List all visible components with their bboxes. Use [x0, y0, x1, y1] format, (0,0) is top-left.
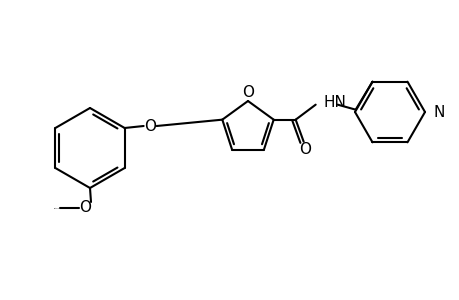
Text: O: O: [298, 142, 310, 157]
Text: O: O: [143, 118, 155, 134]
Text: O: O: [79, 200, 91, 215]
Text: O: O: [241, 85, 253, 100]
Text: methoxy: methoxy: [54, 207, 60, 208]
Text: HN: HN: [323, 95, 346, 110]
Text: N: N: [433, 104, 444, 119]
